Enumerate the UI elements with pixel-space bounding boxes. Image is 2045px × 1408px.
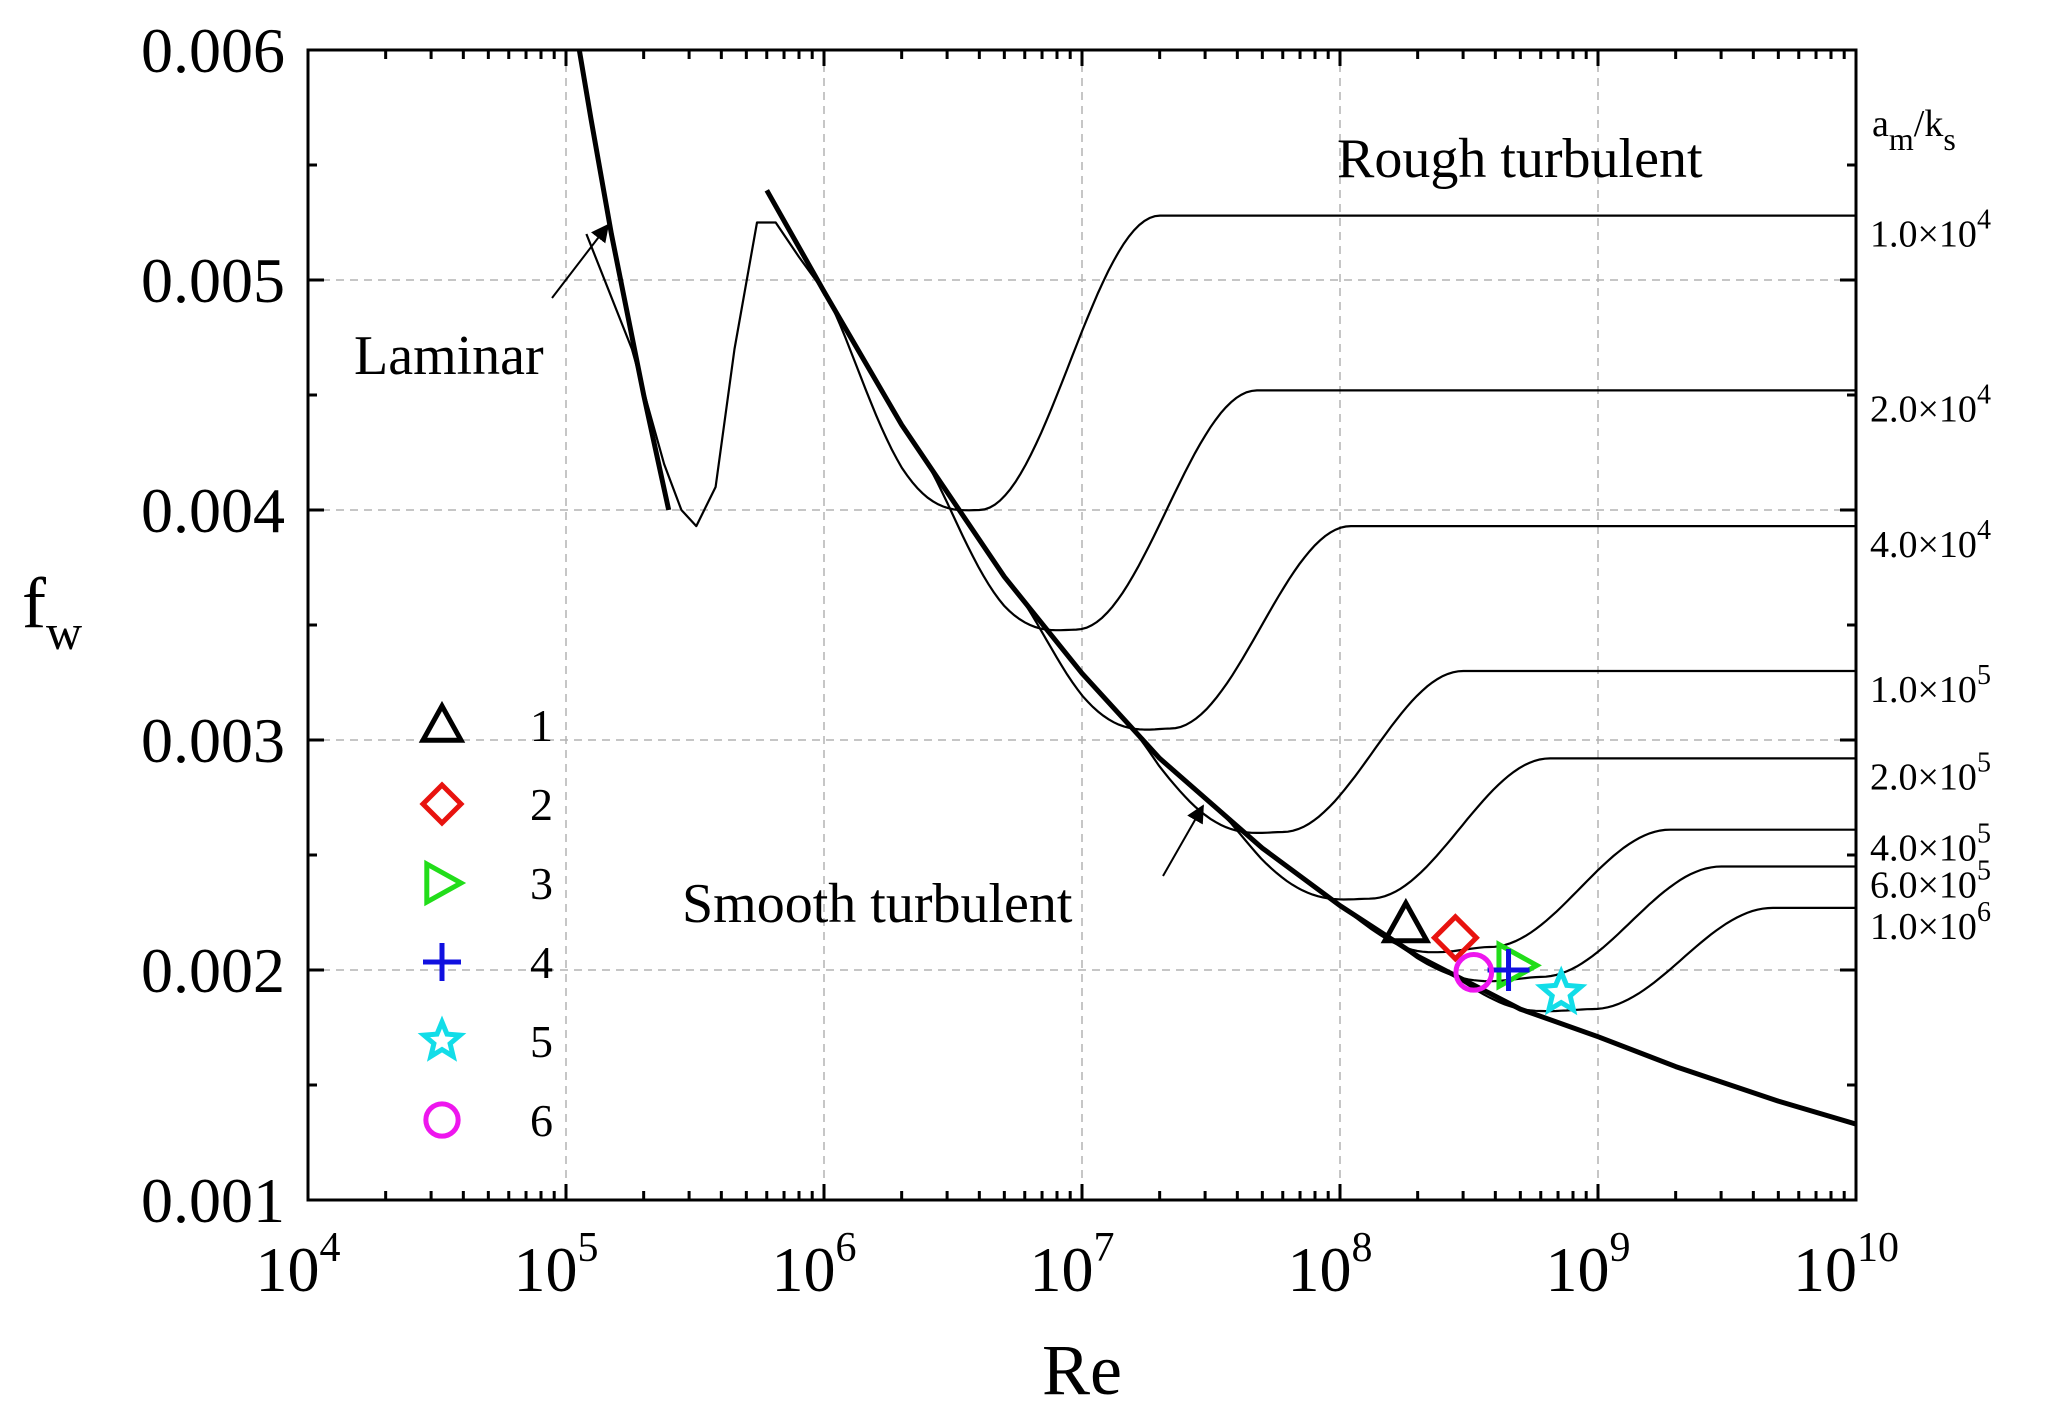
data-point-1 <box>1380 897 1432 944</box>
data-point-2 <box>1430 913 1480 963</box>
legend-label-4: 4 <box>530 937 553 988</box>
legend-label-5: 5 <box>530 1016 553 1067</box>
legend-marker-2 <box>419 781 465 827</box>
legend-marker-6 <box>423 1101 461 1139</box>
roughness-label: 4.0×105 <box>1870 819 1991 870</box>
roughness-curve <box>1213 757 1856 901</box>
x-tick-label: 104 <box>256 1225 341 1305</box>
rough-turbulent-label: Rough turbulent <box>1337 128 1703 190</box>
roughness-label: 4.0×104 <box>1870 515 1991 566</box>
smooth-arrow <box>1162 804 1204 877</box>
roughness-label: 6.0×105 <box>1870 856 1991 907</box>
legend-marker-5 <box>417 1015 467 1062</box>
roughness-label: 1.0×106 <box>1870 897 1991 948</box>
legend-marker-3 <box>424 859 467 907</box>
curve-transition <box>585 221 825 528</box>
smooth-turbulent-label: Smooth turbulent <box>682 873 1073 935</box>
x-tick-label: 107 <box>1030 1225 1115 1305</box>
x-tick-label: 1010 <box>1793 1225 1899 1305</box>
data-point-6 <box>1453 951 1495 993</box>
roughness-label: 2.0×104 <box>1870 379 1991 430</box>
data-point-3 <box>1496 940 1542 991</box>
roughness-label: 1.0×104 <box>1870 205 1991 256</box>
y-tick-label: 0.006 <box>141 15 285 86</box>
legend-label-3: 3 <box>530 858 553 909</box>
roughness-label: 1.0×105 <box>1870 660 1991 711</box>
legend-marker-1 <box>418 700 466 743</box>
curves <box>576 50 1856 1127</box>
curve-smooth-turbulent <box>764 189 1856 1127</box>
x-tick-label: 108 <box>1288 1225 1373 1305</box>
roughness-curve <box>920 389 1856 632</box>
curve-laminar <box>576 50 672 511</box>
y-tick-label: 0.001 <box>141 1165 285 1236</box>
x-tick-label: 105 <box>514 1225 599 1305</box>
legend-label-2: 2 <box>530 779 553 830</box>
y-tick-label: 0.005 <box>141 245 285 316</box>
x-tick-label: 109 <box>1546 1225 1631 1305</box>
y-tick-label: 0.002 <box>141 935 285 1006</box>
roughness-label: 2.0×105 <box>1870 747 1991 798</box>
data-points <box>1380 897 1588 1016</box>
x-tick-label: 106 <box>772 1225 857 1305</box>
x-tick-labels: 104 105 106 107 108 109 1010 <box>256 1225 1900 1305</box>
data-point-4 <box>1487 949 1530 991</box>
roughness-labels: 1.0×104 2.0×104 4.0×104 1.0×105 2.0×105 4.0×1… <box>1870 205 1991 948</box>
x-axis-title: Re <box>1042 1330 1122 1408</box>
legend: 1 2 3 4 5 6 <box>417 700 553 1146</box>
laminar-arrow <box>551 223 610 299</box>
roughness-header: am/ks <box>1872 103 1956 157</box>
y-tick-label: 0.003 <box>141 705 285 776</box>
roughness-curve <box>823 214 1856 512</box>
roughness-curve <box>1014 525 1856 731</box>
legend-label-1: 1 <box>530 700 553 751</box>
data-point-5 <box>1534 965 1588 1016</box>
roughness-curve <box>1436 906 1856 1013</box>
y-tick-labels: 0.001 0.002 0.003 0.004 0.005 0.006 <box>141 15 285 1236</box>
legend-label-6: 6 <box>530 1095 553 1146</box>
roughness-curve <box>1334 828 1856 954</box>
roughness-curve <box>1385 865 1856 983</box>
laminar-label: Laminar <box>354 325 544 387</box>
roughness-curve <box>1127 669 1856 834</box>
y-axis-title: fw <box>22 563 82 660</box>
y-tick-label: 0.004 <box>141 475 285 546</box>
legend-marker-4 <box>423 943 461 981</box>
axis-ticks <box>306 48 1856 1202</box>
